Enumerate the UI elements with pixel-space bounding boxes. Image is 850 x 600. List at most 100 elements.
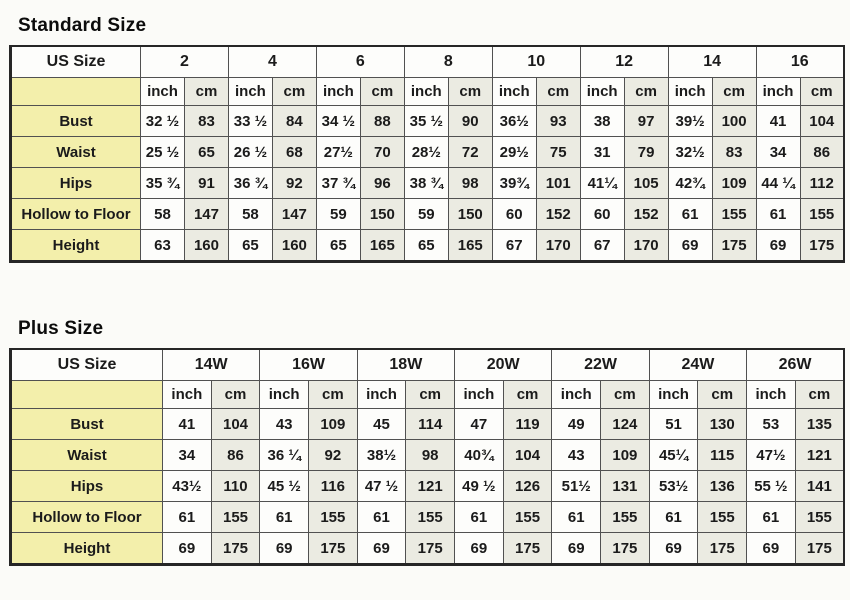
value-cell: 155	[711, 198, 757, 230]
value-cell: 160	[183, 229, 229, 262]
unit-header-cm-cell: cm	[697, 380, 748, 409]
value-cell: 175	[600, 532, 650, 565]
unit-header-inch-cell: inch	[551, 380, 602, 409]
value-cell: 49	[551, 408, 602, 440]
unit-header-inch-cell: inch	[259, 380, 310, 409]
value-cell: 175	[697, 532, 748, 565]
value-cell: 26 ½	[227, 136, 273, 168]
unit-header-inch-cell: inch	[491, 77, 537, 106]
value-cell: 121	[405, 470, 456, 502]
value-cell: 175	[711, 229, 757, 262]
measurement-row: Waist 25 ½ 65 26 ½ 68 27½ 70 28½ 72 29½ 75 31 79 32½ 8…	[10, 136, 845, 168]
value-cell: 175	[210, 532, 261, 565]
value-cell: 110	[210, 470, 261, 502]
value-cell: 150	[359, 198, 405, 230]
row-label-cell: Waist	[10, 439, 163, 471]
unit-header-inch-cell: inch	[356, 380, 407, 409]
value-cell: 61	[259, 501, 310, 533]
unit-header-inch-cell: inch	[140, 77, 185, 106]
value-cell: 104	[502, 439, 553, 471]
empty-label-cell	[10, 77, 141, 106]
value-cell: 69	[667, 229, 713, 262]
unit-header-cm-cell: cm	[447, 77, 493, 106]
value-cell: 152	[623, 198, 669, 230]
unit-header-inch-cell: inch	[755, 77, 801, 106]
unit-header-cm-cell: cm	[600, 380, 650, 409]
value-cell: 165	[447, 229, 493, 262]
value-cell: 69	[162, 532, 212, 565]
measurement-row: Hollow to Floor 61 155 61 155 61 155 61 155 61 155…	[10, 501, 845, 533]
value-cell: 43½	[162, 470, 212, 502]
value-cell: 75	[535, 136, 581, 168]
value-cell: 32 ½	[140, 105, 185, 137]
value-cell: 29½	[491, 136, 537, 168]
value-cell: 135	[794, 408, 845, 440]
row-label-cell: Bust	[10, 105, 141, 137]
value-cell: 61	[162, 501, 212, 533]
value-cell: 63	[140, 229, 185, 262]
value-cell: 45¼	[648, 439, 699, 471]
measurement-row: Height 69 175 69 175 69 175 69 175 69 175 69 175 69 17…	[10, 532, 845, 565]
size-header-cell: 16W	[259, 348, 358, 381]
standard-size-title: Standard Size	[18, 15, 147, 36]
value-cell: 39¾	[491, 167, 537, 199]
value-cell: 155	[405, 501, 456, 533]
value-cell: 58	[227, 198, 273, 230]
value-cell: 47	[454, 408, 504, 440]
value-cell: 32½	[667, 136, 713, 168]
value-cell: 98	[447, 167, 493, 199]
value-cell: 155	[799, 198, 845, 230]
value-cell: 155	[697, 501, 748, 533]
value-cell: 98	[405, 439, 456, 471]
size-header-cell: 14	[667, 45, 757, 78]
value-cell: 33 ½	[227, 105, 273, 137]
value-cell: 43	[551, 439, 602, 471]
value-cell: 34	[162, 439, 212, 471]
unit-header-cm-cell: cm	[502, 380, 553, 409]
value-cell: 150	[447, 198, 493, 230]
row-label-cell: Height	[10, 229, 141, 262]
size-header-cell: 16	[755, 45, 845, 78]
value-cell: 121	[794, 439, 845, 471]
value-cell: 155	[502, 501, 553, 533]
unit-header-cm-cell: cm	[623, 77, 669, 106]
value-cell: 44 ¼	[755, 167, 801, 199]
us-size-corner-cell: US Size	[10, 45, 141, 78]
plus-size-table: US Size 14W 16W 18W 20W 22W 24W 26W inch cm inch cm…	[9, 348, 845, 566]
value-cell: 61	[454, 501, 504, 533]
size-header-cell: 22W	[551, 348, 650, 381]
value-cell: 112	[799, 167, 845, 199]
plus-size-table-container: US Size 14W 16W 18W 20W 22W 24W 26W inch cm inch cm…	[0, 348, 850, 566]
row-label-cell: Waist	[10, 136, 141, 168]
unit-header-cm-cell: cm	[405, 380, 456, 409]
unit-header-inch-cell: inch	[746, 380, 796, 409]
unit-header-inch-cell: inch	[403, 77, 449, 106]
value-cell: 36½	[491, 105, 537, 137]
size-header-cell: 18W	[356, 348, 456, 381]
value-cell: 115	[697, 439, 748, 471]
value-cell: 38	[579, 105, 625, 137]
value-cell: 35 ½	[403, 105, 449, 137]
value-cell: 45 ½	[259, 470, 310, 502]
value-cell: 45	[356, 408, 407, 440]
value-cell: 109	[600, 439, 650, 471]
value-cell: 83	[711, 136, 757, 168]
value-cell: 100	[711, 105, 757, 137]
standard-size-table-container: US Size 2 4 6 8 10 12 14 16 inch cm inch cm inch cm inc…	[0, 45, 850, 263]
value-cell: 41	[755, 105, 801, 137]
value-cell: 104	[799, 105, 845, 137]
value-cell: 38 ¾	[403, 167, 449, 199]
unit-header-inch-cell: inch	[579, 77, 625, 106]
value-cell: 61	[755, 198, 801, 230]
row-label-cell: Hips	[10, 470, 163, 502]
size-header-row: US Size 2 4 6 8 10 12 14 16	[10, 45, 845, 78]
unit-header-row: inch cm inch cm inch cm inch cm inch cm inch cm inch…	[10, 380, 845, 409]
unit-header-inch-cell: inch	[648, 380, 699, 409]
value-cell: 84	[271, 105, 317, 137]
unit-header-inch-cell: inch	[162, 380, 212, 409]
unit-header-row: inch cm inch cm inch cm inch cm inch cm inch cm inch…	[10, 77, 845, 106]
value-cell: 68	[271, 136, 317, 168]
row-label-cell: Height	[10, 532, 163, 565]
empty-label-cell	[10, 380, 163, 409]
value-cell: 69	[551, 532, 602, 565]
